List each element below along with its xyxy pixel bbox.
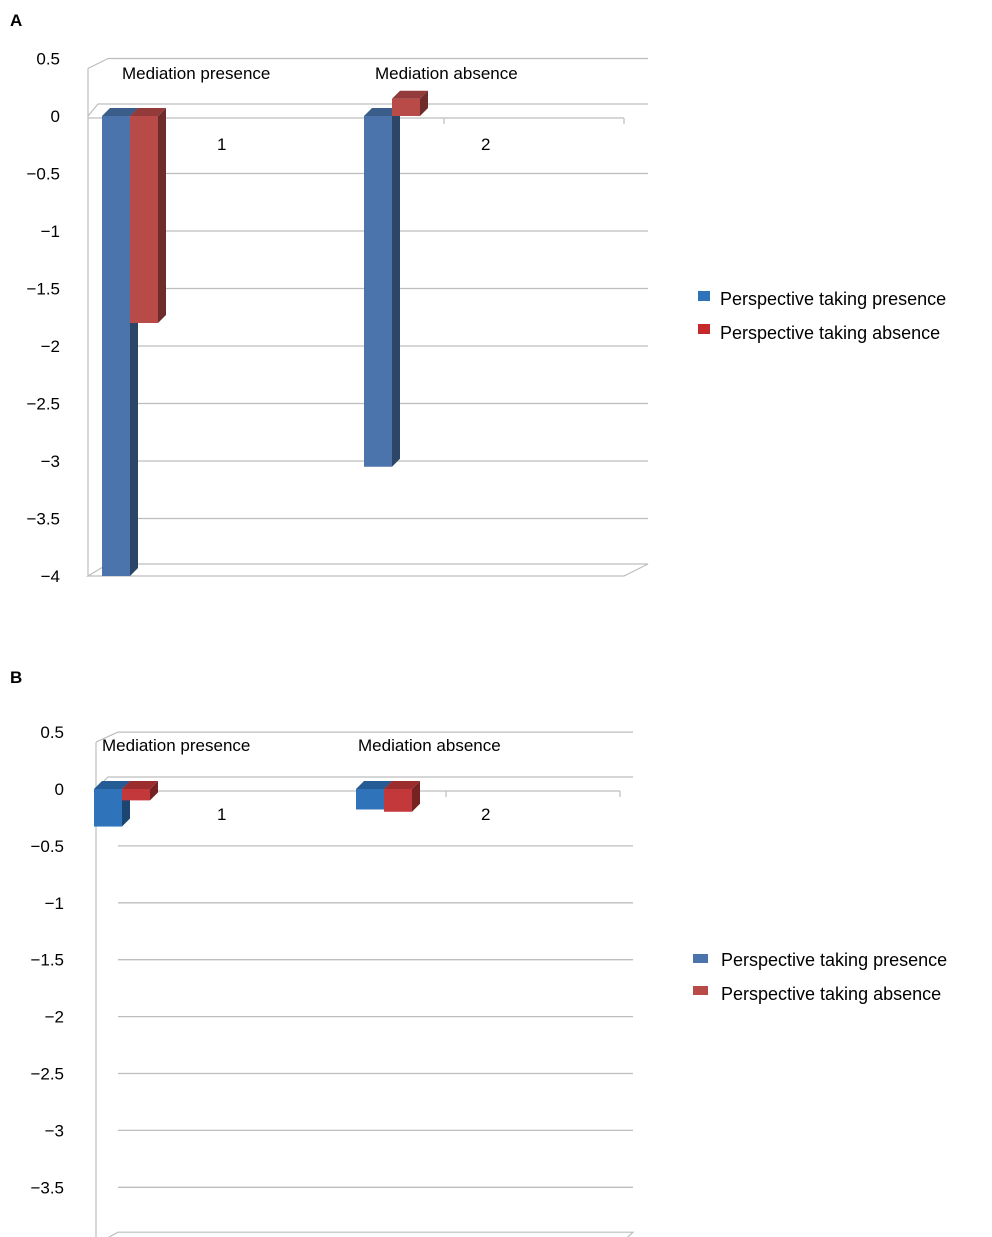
y-tick-label: 0 [51, 107, 60, 126]
panel-b-legend-swatch-presence [693, 954, 708, 963]
bar-side [158, 108, 166, 323]
y-axis-top-line [95, 731, 119, 743]
y-axis-top-line [87, 57, 109, 70]
bar-a-cat2-series2 [392, 90, 428, 116]
panel-a-legend-swatch-presence [698, 291, 710, 301]
panel-a-y-ticks: 0.5 0 −0.5 −1 −1.5 −2 −2.5 −3 −3.5 −4 [26, 50, 60, 587]
panel-a: A 0.5 0 −0.5 −1 −1.5 −2 −2.5 −3 −3.5 −4 Mediation… [10, 11, 946, 586]
panel-a-legend-presence: Perspective taking presence [720, 289, 946, 309]
panel-a-category-title-1: Mediation presence [122, 64, 270, 83]
bar-top [130, 108, 166, 116]
bar-side [150, 781, 158, 801]
y-tick-label: −2.5 [26, 395, 60, 414]
y-tick-label: −2.5 [30, 1065, 64, 1084]
y-tick-label: 0.5 [36, 50, 60, 69]
y-tick-label: −1 [45, 894, 64, 913]
bar-front [392, 98, 420, 116]
y-tick-label: −2 [45, 1008, 64, 1027]
y-tick-label: −4 [41, 567, 60, 586]
y-tick-label: −3 [45, 1121, 64, 1140]
panel-a-category-title-2: Mediation absence [375, 64, 518, 83]
bar-front [102, 116, 130, 576]
panel-b-y-ticks: 0.5 0 −0.5 −1 −1.5 −2 −2.5 −3 −3.5 −4 [30, 723, 64, 1237]
y-tick-label: −1 [41, 222, 60, 241]
panel-b: B 0.5 0 −0.5 −1 −1.5 −2 −2.5 −3 −3.5 −4 Mediation… [10, 668, 947, 1237]
panel-b-bars [94, 781, 420, 827]
y-tick-label: −1.5 [26, 280, 60, 299]
panel-b-label: B [10, 668, 22, 687]
bar-front [130, 116, 158, 323]
y-tick-label: −1.5 [30, 951, 64, 970]
y-tick-label: −0.5 [26, 165, 60, 184]
bar-a-cat1-series1 [102, 108, 138, 576]
y-tick-label: −3.5 [26, 510, 60, 529]
panel-b-legend-swatch-absence [693, 986, 708, 995]
bar-side [412, 781, 420, 812]
bar-a-cat1-series2 [130, 108, 166, 323]
bar-side [420, 90, 428, 116]
bar-front [356, 789, 384, 810]
panel-a-bars [102, 90, 428, 576]
bar-top [102, 108, 138, 116]
y-tick-label: −3 [41, 452, 60, 471]
bar-top [364, 108, 400, 116]
panel-b-category-2: 2 [481, 805, 490, 824]
panel-b-category-1: 1 [217, 805, 226, 824]
zero-plane-back [87, 103, 648, 117]
floor-plane [85, 563, 649, 577]
y-tick-label: −3.5 [30, 1178, 64, 1197]
panel-a-legend: Perspective taking presence Perspective … [698, 289, 946, 343]
bar-b-cat2-series2 [384, 781, 420, 812]
y-tick-label: 0.5 [40, 723, 64, 742]
bar-a-cat2-series1 [364, 108, 400, 467]
bar-top [392, 90, 428, 99]
floor-plane [107, 1231, 635, 1237]
panel-b-legend-presence: Perspective taking presence [721, 950, 947, 970]
bar-front [364, 116, 392, 467]
panel-b-category-title-1: Mediation presence [102, 736, 250, 755]
y-tick-label: −4 [45, 1235, 64, 1237]
bar-side [392, 108, 400, 467]
y-tick-label: 0 [55, 780, 64, 799]
bar-front [94, 789, 122, 827]
bar-top [356, 781, 392, 789]
y-tick-label: −0.5 [30, 837, 64, 856]
y-tick-label: −2 [41, 337, 60, 356]
panel-a-legend-absence: Perspective taking absence [720, 323, 940, 343]
panel-b-legend-absence: Perspective taking absence [721, 984, 941, 1004]
bar-front [122, 789, 150, 801]
panel-a-legend-swatch-absence [698, 324, 710, 334]
bar-b-cat1-series2 [122, 781, 158, 801]
bar-top [384, 781, 420, 789]
bar-front [384, 789, 412, 812]
bar-top [122, 781, 158, 789]
panel-b-category-title-2: Mediation absence [358, 736, 501, 755]
panel-a-label: A [10, 11, 22, 30]
panel-b-legend: Perspective taking presence Perspective … [693, 950, 947, 1004]
bar-top [94, 781, 130, 789]
panel-a-category-2: 2 [481, 135, 490, 154]
panel-a-category-1: 1 [217, 135, 226, 154]
